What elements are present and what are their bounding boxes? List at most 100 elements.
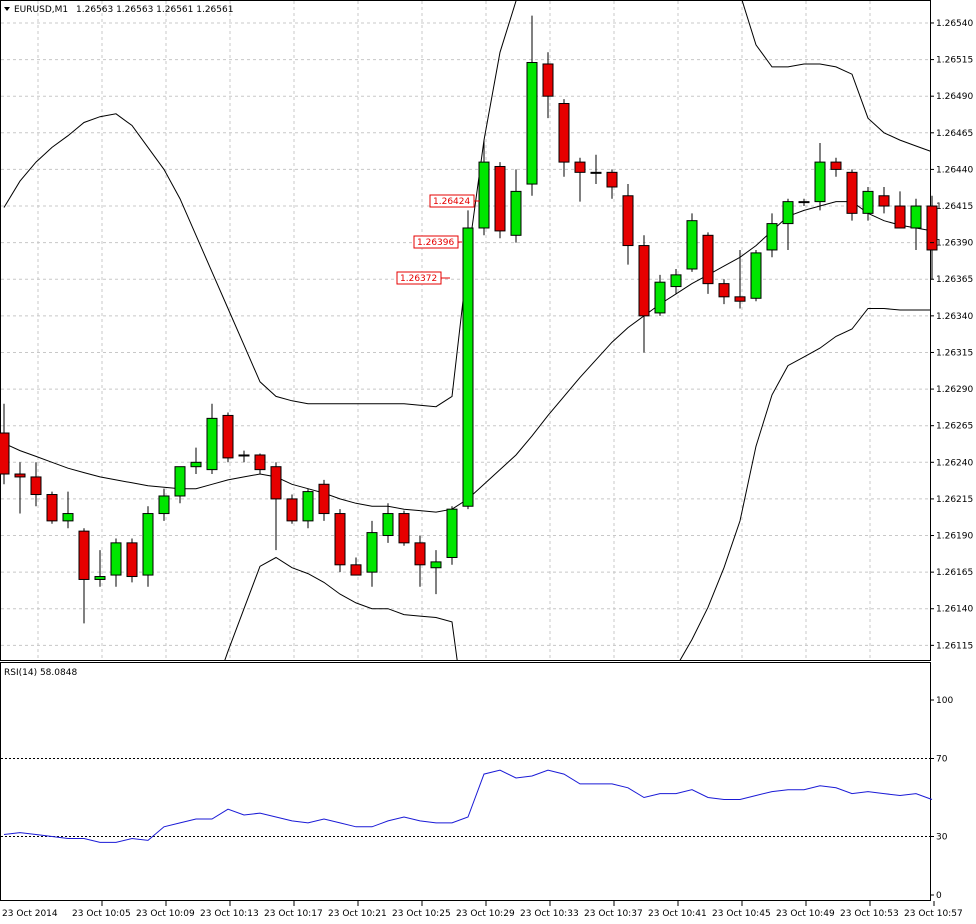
candle-body (590, 171, 602, 174)
candle-body (734, 296, 746, 302)
price-tick-label: 1.26190 (936, 532, 973, 542)
time-label: 23 Oct 10:33 (520, 909, 579, 919)
candle[interactable] (414, 535, 426, 587)
candle[interactable] (222, 412, 234, 463)
candle[interactable] (638, 235, 650, 353)
candle[interactable] (158, 488, 170, 521)
candle[interactable] (430, 550, 442, 595)
price-tag-label: 1.26424 (433, 197, 470, 207)
bollinger-lower-line (224, 308, 930, 660)
candle[interactable] (190, 447, 202, 475)
candle[interactable] (46, 491, 58, 524)
time-label: 23 Oct 10:05 (72, 909, 131, 919)
candle[interactable] (798, 198, 810, 207)
dropdown-triangle-icon[interactable] (4, 7, 10, 11)
candle-body (174, 466, 186, 497)
candle-body (206, 417, 218, 471)
candle[interactable] (622, 184, 634, 265)
candle[interactable] (382, 503, 394, 543)
candle[interactable] (0, 403, 10, 485)
candle-body (398, 513, 410, 544)
candle[interactable] (366, 520, 378, 587)
price-tick-label: 1.26140 (936, 605, 973, 615)
symbol-label: EURUSD,M1 (14, 5, 68, 15)
candle-body (558, 103, 570, 163)
candle[interactable] (126, 538, 138, 583)
candle[interactable] (494, 162, 506, 239)
candle[interactable] (286, 494, 298, 524)
candle[interactable] (734, 249, 746, 309)
candle[interactable] (606, 169, 618, 199)
candle[interactable] (670, 268, 682, 294)
candle[interactable] (334, 509, 346, 573)
price-tick-label: 1.26240 (936, 458, 973, 468)
candle[interactable] (846, 169, 858, 221)
price-tag-label: 1.26372 (400, 274, 437, 284)
candle[interactable] (910, 198, 922, 250)
candle-body (910, 205, 922, 229)
price-tick-label: 1.26390 (936, 239, 973, 249)
rsi-line (3, 769, 933, 843)
candle[interactable] (14, 462, 26, 514)
price-tag-label: 1.26396 (417, 238, 454, 248)
rsi-axis: 100 70 30 0 (930, 696, 953, 901)
candle-body (686, 220, 698, 270)
rsi-grid (1, 758, 930, 837)
candle-body (350, 564, 362, 576)
candle-body (158, 495, 170, 515)
candle[interactable] (558, 99, 570, 177)
time-label: 23 Oct 10:09 (136, 909, 195, 919)
candle[interactable] (174, 466, 186, 504)
candle[interactable] (110, 538, 122, 587)
candle[interactable] (446, 506, 458, 565)
time-label: 23 Oct 10:45 (712, 909, 771, 919)
candle[interactable] (718, 279, 730, 305)
candle[interactable] (590, 154, 602, 185)
candle-body (430, 561, 442, 569)
candle[interactable] (510, 169, 522, 243)
price-tag: 1.26424 (429, 194, 480, 208)
candle[interactable] (814, 143, 826, 211)
candle[interactable] (830, 157, 842, 177)
candle[interactable] (142, 506, 154, 587)
candle-body (526, 62, 538, 185)
candle[interactable] (462, 210, 474, 510)
candle-body (62, 513, 74, 522)
candle[interactable] (94, 550, 106, 587)
candle[interactable] (270, 462, 282, 551)
candle[interactable] (318, 479, 330, 521)
candle[interactable] (782, 198, 794, 250)
candle[interactable] (686, 213, 698, 272)
candle[interactable] (526, 15, 538, 196)
candle[interactable] (654, 274, 666, 316)
candle[interactable] (350, 557, 362, 576)
candle[interactable] (750, 249, 762, 302)
candle[interactable] (862, 186, 874, 221)
candle-body (782, 201, 794, 225)
candle[interactable] (878, 186, 890, 214)
candle[interactable] (702, 232, 714, 294)
price-tick-label: 1.26440 (936, 165, 973, 175)
candle[interactable] (30, 462, 42, 507)
ohlc-values: 1.26563 1.26563 1.26561 1.26561 (76, 5, 233, 15)
candle[interactable] (78, 528, 90, 624)
time-label: 23 Oct 10:41 (648, 909, 707, 919)
candle-body (94, 576, 106, 580)
candle[interactable] (542, 52, 554, 119)
candle[interactable] (398, 510, 410, 546)
candle[interactable] (478, 140, 490, 236)
candle[interactable] (302, 488, 314, 529)
candle-body (238, 454, 250, 457)
candle[interactable] (206, 403, 218, 475)
price-tick-label: 1.26540 (936, 19, 973, 29)
price-tick-label: 1.26290 (936, 385, 973, 395)
candle[interactable] (238, 450, 250, 463)
candle[interactable] (62, 491, 74, 529)
candle[interactable] (894, 191, 906, 229)
candlesticks[interactable] (0, 15, 938, 624)
candle-body (654, 281, 666, 314)
candle[interactable] (574, 157, 586, 202)
candle[interactable] (766, 213, 778, 258)
candle[interactable] (254, 453, 266, 475)
